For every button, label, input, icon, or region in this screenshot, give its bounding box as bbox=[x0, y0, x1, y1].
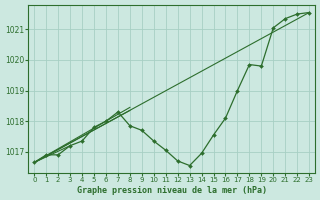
X-axis label: Graphe pression niveau de la mer (hPa): Graphe pression niveau de la mer (hPa) bbox=[77, 186, 267, 195]
